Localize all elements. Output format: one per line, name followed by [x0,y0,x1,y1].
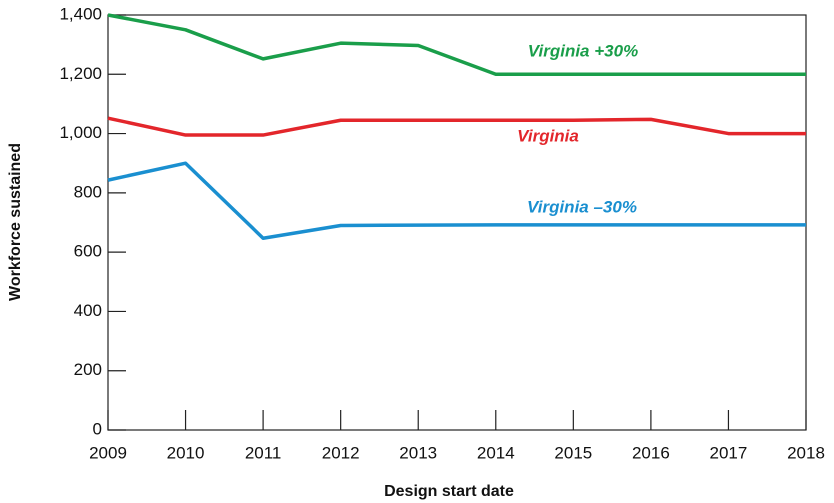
x-tick-label: 2012 [322,443,360,462]
y-tick-label: 600 [74,242,102,261]
y-tick-label: 0 [93,419,102,438]
series-label: Virginia +30% [528,41,638,60]
x-tick-label: 2016 [632,443,670,462]
x-tick-label: 2010 [167,443,205,462]
series-line [107,116,806,137]
y-axis-title: Workforce sustained [7,143,24,301]
y-tick-label: 1,000 [59,123,102,142]
y-tick-label: 400 [74,301,102,320]
y-tick-label: 200 [74,360,102,379]
y-tick-label: 1,200 [59,64,102,83]
x-tick-label: 2017 [710,443,748,462]
x-axis-title: Design start date [384,483,514,500]
y-tick-label: 1,400 [59,4,102,23]
series-line [107,13,806,77]
series-label: Virginia [517,126,579,145]
series-label: Virginia –30% [527,197,637,216]
series-line [107,161,806,240]
plot-frame [107,14,807,431]
x-tick-label: 2009 [89,443,127,462]
x-tick-label: 2018 [787,443,825,462]
x-tick-label: 2013 [399,443,437,462]
y-tick-label: 800 [74,182,102,201]
x-tick-label: 2014 [477,443,515,462]
x-tick-label: 2011 [245,443,282,462]
x-tick-label: 2015 [554,443,592,462]
